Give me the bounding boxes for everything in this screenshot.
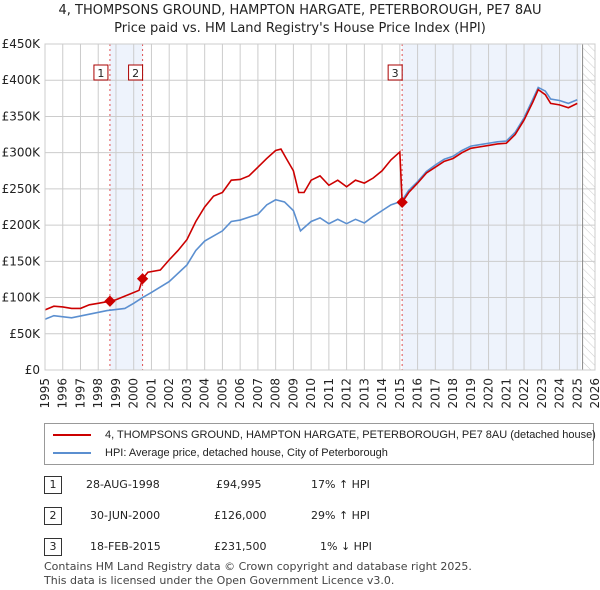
sale-price: £231,500 xyxy=(214,540,267,553)
legend-item-property: 4, THOMPSONS GROUND, HAMPTON HARGATE, PE… xyxy=(53,428,596,442)
legend: 4, THOMPSONS GROUND, HAMPTON HARGATE, PE… xyxy=(44,423,596,465)
x-tick-label: 2021 xyxy=(499,378,513,409)
x-tick-label: 2014 xyxy=(375,378,389,409)
x-tick-label: 2008 xyxy=(269,378,283,409)
sale-point xyxy=(136,273,149,285)
y-tick-label: £0 xyxy=(25,363,40,377)
legend-label: 4, THOMPSONS GROUND, HAMPTON HARGATE, PE… xyxy=(105,429,596,441)
x-tick-label: 2018 xyxy=(446,378,460,409)
sale-hpi: 29% ↑ HPI xyxy=(311,509,370,522)
sale-label-box xyxy=(93,64,109,81)
x-tick-label: 1997 xyxy=(73,378,87,409)
sale-label-box xyxy=(387,64,403,81)
x-tick-label: 2017 xyxy=(428,378,442,409)
x-tick-label: 2009 xyxy=(286,378,300,409)
x-tick-label: 2022 xyxy=(517,378,531,409)
x-tick-label: 2019 xyxy=(464,378,478,409)
x-tick-label: 2015 xyxy=(393,378,407,409)
x-tick-label: 1998 xyxy=(91,378,105,409)
chart-title: 4, THOMPSONS GROUND, HAMPTON HARGATE, PE… xyxy=(58,3,542,18)
x-tick-label: 2011 xyxy=(322,378,336,409)
y-tick-label: £450K xyxy=(2,37,42,51)
x-tick-label: 2000 xyxy=(127,378,141,409)
sale-badge: 3 xyxy=(44,538,62,556)
footer-copyright: Contains HM Land Registry data © Crown c… xyxy=(44,560,472,573)
x-tick-label: 2002 xyxy=(162,378,176,409)
sale-label-box xyxy=(128,64,144,81)
x-tick-label: 1995 xyxy=(38,378,52,409)
x-tick-label: 2013 xyxy=(357,378,371,409)
sale-hpi: 1% ↓ HPI xyxy=(320,540,372,553)
legend-item-hpi: HPI: Average price, detached house, City… xyxy=(53,446,388,460)
x-tick-label: 2005 xyxy=(215,378,229,409)
y-tick-label: £50K xyxy=(9,327,41,341)
sale-period-shade xyxy=(109,44,143,370)
sale-price: £94,995 xyxy=(216,478,262,491)
x-tick-label: 2023 xyxy=(535,378,549,409)
y-tick-label: £200K xyxy=(2,218,42,232)
x-tick-label: 2004 xyxy=(198,378,212,409)
x-tick-label: 2026 xyxy=(588,378,600,409)
sale-date: 28-AUG-1998 xyxy=(86,478,160,491)
x-tick-label: 2012 xyxy=(340,378,354,409)
y-tick-label: £300K xyxy=(2,146,42,160)
sale-period-shade xyxy=(402,44,581,370)
x-tick-label: 2010 xyxy=(304,378,318,409)
y-tick-label: £150K xyxy=(2,254,42,268)
y-tick-label: £400K xyxy=(2,73,42,87)
sale-date: 18-FEB-2015 xyxy=(90,540,161,553)
sale-date: 30-JUN-2000 xyxy=(90,509,161,522)
footer-license: This data is licensed under the Open Gov… xyxy=(44,574,395,587)
y-tick-label: £250K xyxy=(2,182,42,196)
sale-price: £126,000 xyxy=(214,509,267,522)
x-tick-label: 1999 xyxy=(109,378,123,409)
series-line-hpi xyxy=(44,86,578,321)
x-tick-label: 2025 xyxy=(570,378,584,409)
legend-line-property xyxy=(53,434,91,436)
plot-frame xyxy=(44,43,596,371)
sale-label: 1 xyxy=(97,67,104,80)
y-tick-label: £350K xyxy=(2,109,42,123)
x-tick-label: 2001 xyxy=(144,378,158,409)
x-tick-label: 2020 xyxy=(482,378,496,409)
y-tick-label: £100K xyxy=(2,291,42,305)
sale-label: 2 xyxy=(132,67,139,80)
sale-label: 3 xyxy=(392,67,399,80)
sale-badge: 2 xyxy=(44,507,62,525)
price-chart: 1995 1996 1997 1998 1999 2000 2001 2002 2003 2004… xyxy=(2,37,600,409)
sale-point xyxy=(396,196,408,208)
legend-label: HPI: Average price, detached house, City… xyxy=(105,447,388,459)
legend-line-hpi xyxy=(53,452,91,454)
future-hatch xyxy=(582,44,595,370)
x-tick-label: 2006 xyxy=(233,378,247,409)
x-tick-label: 2024 xyxy=(553,378,567,409)
sale-hpi: 17% ↑ HPI xyxy=(311,478,370,491)
chart-subtitle: Price paid vs. HM Land Registry's House … xyxy=(114,21,486,36)
x-tick-label: 2016 xyxy=(411,378,425,409)
x-tick-label: 1996 xyxy=(56,378,70,409)
x-tick-label: 2003 xyxy=(180,378,194,409)
sale-badge: 1 xyxy=(44,476,62,494)
x-tick-label: 2007 xyxy=(251,378,265,409)
